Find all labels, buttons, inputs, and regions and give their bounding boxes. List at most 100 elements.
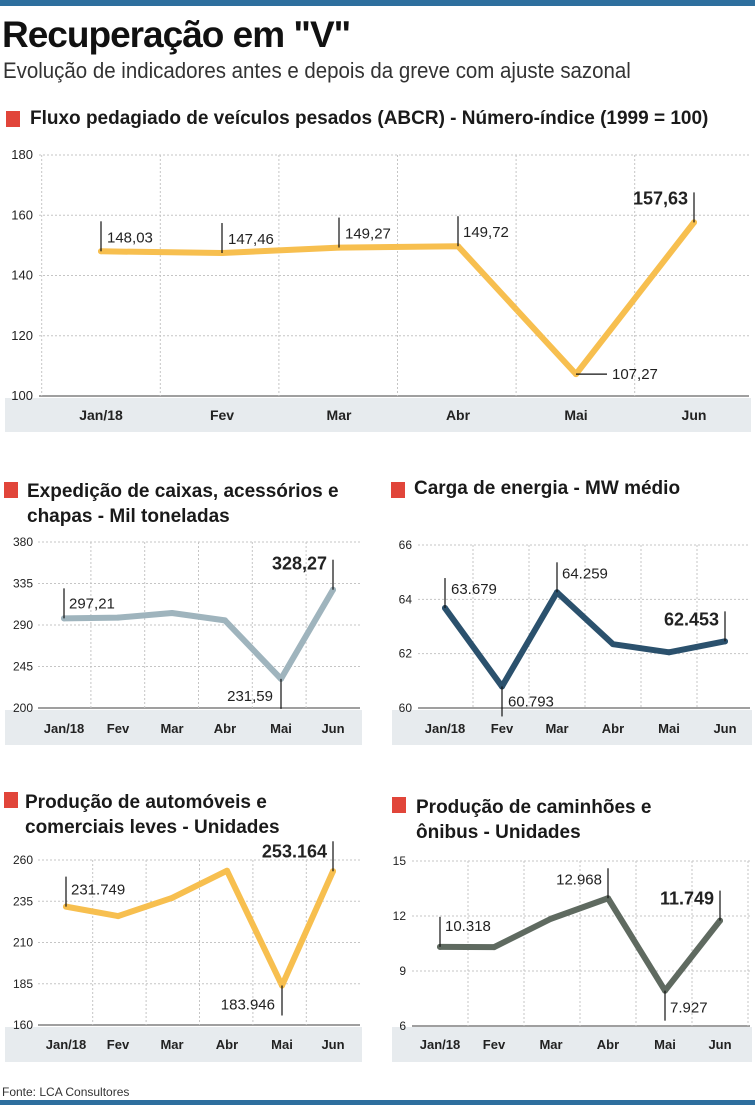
x-category-label: Fev bbox=[483, 1037, 506, 1052]
data-label: 11.749 bbox=[660, 889, 714, 909]
chart-title-energia: Carga de energia - MW médio bbox=[414, 478, 681, 499]
data-label: 10.318 bbox=[445, 918, 491, 935]
y-tick-label: 15 bbox=[393, 854, 407, 868]
x-category-label: Abr bbox=[602, 721, 624, 736]
x-category-label: Mar bbox=[539, 1037, 562, 1052]
data-point bbox=[222, 617, 228, 624]
data-label: 231,59 bbox=[227, 688, 273, 705]
x-category-label: Jan/18 bbox=[46, 1037, 86, 1052]
data-point bbox=[610, 641, 616, 648]
data-point bbox=[169, 894, 175, 901]
x-category-label: Jun bbox=[321, 1037, 344, 1052]
y-tick-label: 12 bbox=[393, 909, 407, 923]
y-tick-label: 60 bbox=[399, 701, 413, 715]
x-category-label: Jan/18 bbox=[79, 407, 123, 423]
data-label: 62.453 bbox=[664, 609, 719, 629]
x-category-label: Mai bbox=[270, 721, 292, 736]
x-category-label: Fev bbox=[107, 721, 130, 736]
chart-caminhoes: 6 9 12 15 Jan/18 Fev Mar Abr Mai Jun 10.318 12.968 7… bbox=[392, 854, 752, 1062]
y-tick-label: 260 bbox=[13, 853, 33, 867]
x-category-label: Fev bbox=[491, 721, 514, 736]
x-category-label: Jan/18 bbox=[425, 721, 465, 736]
x-category-label: Jun bbox=[708, 1037, 731, 1052]
x-category-label: Mar bbox=[160, 1037, 183, 1052]
x-category-label: Abr bbox=[597, 1037, 619, 1052]
chart-caixas: 200 245 290 335 380 Jan/18 Fev Mar Abr Mai Jun 297,… bbox=[5, 535, 362, 745]
data-label: 253.164 bbox=[262, 841, 327, 861]
category-band bbox=[5, 1027, 362, 1062]
chart-automoveis: 160 185 210 235 260 Jan/18 Fev Mar Abr Mai Jun 231.… bbox=[5, 841, 362, 1062]
x-category-label: Mai bbox=[658, 721, 680, 736]
x-category-label: Abr bbox=[214, 721, 236, 736]
data-label: 297,21 bbox=[69, 595, 115, 612]
data-point bbox=[115, 913, 121, 920]
y-tick-label: 140 bbox=[11, 268, 33, 283]
data-label: 63.679 bbox=[451, 581, 497, 598]
x-category-label: Jun bbox=[321, 721, 344, 736]
y-tick-label: 9 bbox=[399, 964, 406, 978]
x-category-label: Mar bbox=[160, 721, 183, 736]
data-label: 183.946 bbox=[221, 996, 275, 1013]
category-band bbox=[392, 1027, 752, 1062]
y-tick-label: 380 bbox=[13, 535, 33, 549]
x-category-label: Mar bbox=[327, 407, 352, 423]
x-category-label: Abr bbox=[216, 1037, 238, 1052]
x-category-label: Jun bbox=[713, 721, 736, 736]
chart-title-automoveis: Produção de automóveis e comerciais leve… bbox=[25, 792, 280, 838]
panel-marker bbox=[4, 792, 18, 808]
category-band bbox=[392, 710, 752, 745]
category-band bbox=[5, 398, 751, 432]
series-line bbox=[61, 586, 336, 682]
x-category-label: Mai bbox=[564, 407, 587, 423]
data-label: 149,72 bbox=[463, 224, 509, 241]
page-subtitle: Evolução de indicadores antes e depois d… bbox=[3, 58, 631, 83]
data-point bbox=[169, 610, 175, 617]
chart-title-fluxo: Fluxo pedagiado de veículos pesados (ABC… bbox=[30, 108, 709, 129]
data-label: 147,46 bbox=[228, 231, 274, 248]
chart-title-caixas: Expedição de caixas, acessórios e chapas… bbox=[27, 481, 339, 527]
data-point bbox=[666, 649, 672, 656]
data-point bbox=[224, 867, 230, 874]
data-label: 157,63 bbox=[633, 188, 688, 208]
data-label: 64.259 bbox=[562, 565, 608, 582]
x-category-label: Jan/18 bbox=[420, 1037, 460, 1052]
data-label: 12.968 bbox=[556, 871, 602, 888]
x-category-label: Jun bbox=[682, 407, 707, 423]
y-tick-label: 160 bbox=[13, 1018, 33, 1032]
x-category-label: Mar bbox=[545, 721, 568, 736]
x-category-label: Fev bbox=[107, 1037, 130, 1052]
series-line bbox=[437, 895, 723, 994]
data-point bbox=[491, 944, 497, 951]
y-tick-label: 100 bbox=[11, 388, 33, 403]
series-line bbox=[63, 867, 336, 989]
category-band bbox=[5, 710, 362, 745]
y-tick-label: 160 bbox=[11, 207, 33, 222]
y-tick-label: 200 bbox=[13, 701, 33, 715]
y-tick-label: 62 bbox=[399, 647, 413, 661]
chart-fluxo: 100 120 140 160 180 Jan/18 Fev Mar Abr Mai Jun 148,… bbox=[5, 147, 751, 432]
y-tick-label: 64 bbox=[399, 592, 413, 606]
y-tick-label: 66 bbox=[399, 538, 413, 552]
y-tick-label: 245 bbox=[13, 660, 33, 674]
data-label: 60.793 bbox=[508, 693, 554, 710]
series-line bbox=[98, 219, 697, 378]
y-tick-label: 180 bbox=[11, 147, 33, 162]
panel-marker bbox=[4, 482, 18, 498]
data-label: 149,27 bbox=[345, 226, 391, 243]
x-category-label: Mai bbox=[271, 1037, 293, 1052]
series-line bbox=[442, 589, 728, 690]
x-category-label: Abr bbox=[446, 407, 471, 423]
data-label: 148,03 bbox=[107, 229, 153, 246]
panel-marker bbox=[392, 797, 406, 813]
y-tick-label: 335 bbox=[13, 577, 33, 591]
data-point bbox=[115, 614, 121, 621]
data-label: 7.927 bbox=[670, 1000, 708, 1017]
x-category-label: Jan/18 bbox=[44, 721, 84, 736]
x-category-label: Mai bbox=[654, 1037, 676, 1052]
panel-marker bbox=[6, 111, 20, 127]
top-accent-bar bbox=[0, 0, 755, 6]
y-tick-label: 185 bbox=[13, 977, 33, 991]
page-title: Recuperação em "V" bbox=[2, 14, 351, 55]
chart-title-caminhoes: Produção de caminhões e ônibus - Unidade… bbox=[416, 797, 652, 843]
